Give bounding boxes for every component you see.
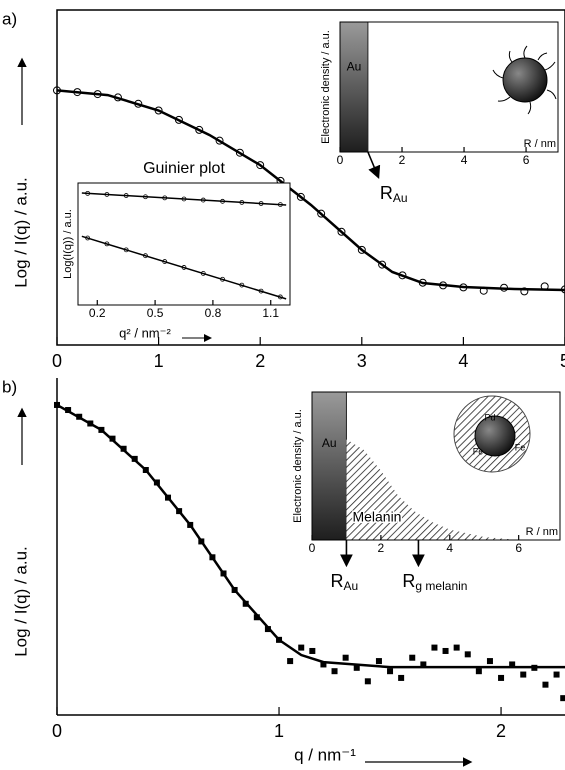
plot-frame [56, 9, 565, 346]
x-tick-label: 4 [458, 351, 468, 371]
data-point [409, 654, 416, 661]
plots: 0 1 2 3 4 5 a) Log / I(q) / a.u. 0.2 0.5 0.8 1.1 Gui… [2, 9, 565, 764]
radius-label: RAu [330, 571, 358, 593]
data-point [464, 651, 471, 658]
region-label: Au [322, 436, 337, 450]
plot-frame [311, 391, 561, 541]
fit-line [81, 235, 287, 300]
icon-label: Fe [515, 442, 526, 452]
density-area [311, 391, 347, 541]
data-point [364, 678, 371, 685]
x-tick-label: 6 [515, 541, 522, 555]
data-point [287, 658, 294, 665]
data-point [542, 681, 549, 688]
density-area [339, 21, 369, 153]
region-label: Au [347, 60, 362, 74]
region-label: Melanin [352, 509, 401, 525]
fit-line [56, 89, 565, 292]
radius-label-main: R [330, 571, 343, 591]
radius-label-sub: g melanin [415, 579, 467, 593]
x-tick-label: 2 [255, 351, 265, 371]
x-axis-label: q² / nm⁻² [119, 325, 171, 340]
data-point [309, 647, 316, 654]
x-axis-label: R / nm [524, 138, 556, 150]
data-point [560, 695, 565, 702]
x-tick-label: 1 [154, 351, 164, 371]
y-axis-label: Log / I(q) / a.u. [11, 177, 30, 288]
panel-label: b) [2, 377, 17, 396]
data-point [342, 654, 349, 661]
nanoparticle-icon [492, 45, 557, 115]
x-tick-label: 0.5 [147, 306, 164, 320]
data-point [475, 668, 482, 675]
x-tick-label: 0.2 [89, 306, 106, 320]
data-point [298, 644, 305, 651]
data-point [431, 644, 438, 651]
fit-line [56, 403, 565, 669]
data-point [387, 668, 394, 675]
x-tick-label: 0 [337, 153, 344, 167]
y-axis-label: Log / I(q) / a.u. [11, 546, 30, 657]
inset-title: Guinier plot [143, 160, 225, 177]
plot-frame [339, 21, 559, 153]
data-point [375, 658, 382, 665]
radius-label: RAu [380, 183, 408, 205]
x-tick-label: 0 [309, 541, 316, 555]
icon-label: Pd [484, 412, 495, 422]
panel-label: a) [2, 9, 17, 28]
y-axis-label: Electronic density / a.u. [320, 30, 332, 144]
x-tick-label: 1.1 [262, 306, 279, 320]
radius-label-sub: Au [393, 191, 408, 205]
x-tick-label: 0 [52, 351, 62, 371]
data-point [509, 661, 516, 668]
x-tick-label: 4 [446, 541, 453, 555]
data-point [420, 661, 427, 668]
radius-arrow [367, 151, 381, 179]
icon-label: Fe [473, 446, 484, 456]
x-tick-label: 1 [274, 721, 284, 741]
core-shell-icon [453, 395, 531, 473]
data-point [498, 674, 505, 681]
x-tick-label: 5 [560, 351, 565, 371]
radius-label-sub: Au [343, 579, 358, 593]
data-point [442, 647, 449, 654]
x-tick-label: 0.8 [205, 306, 222, 320]
x-tick-label: 2 [496, 721, 506, 741]
data-point [520, 671, 527, 678]
x-axis-label: q / nm⁻¹ [294, 745, 356, 764]
x-tick-label: 2 [378, 541, 385, 555]
data-point [331, 668, 338, 675]
radius-label: Rg melanin [402, 571, 467, 593]
data-point [553, 671, 560, 678]
fit-line [81, 192, 287, 206]
data-point [320, 661, 327, 668]
data-point [353, 664, 360, 671]
x-tick-label: 6 [523, 153, 530, 167]
y-axis-label: Log(I(q)) / a.u. [62, 209, 74, 279]
radius-label-main: R [402, 571, 415, 591]
x-tick-label: 2 [399, 153, 406, 167]
data-point [453, 644, 460, 651]
x-tick-label: 0 [52, 721, 62, 741]
x-axis-label: R / nm [526, 526, 558, 538]
data-point [398, 674, 405, 681]
y-axis-label: Electronic density / a.u. [292, 409, 304, 523]
data-point [486, 658, 493, 665]
x-tick-label: 3 [357, 351, 367, 371]
data-point [253, 614, 260, 621]
plot-frame [77, 182, 291, 306]
radius-label-main: R [380, 183, 393, 203]
x-tick-label: 4 [461, 153, 468, 167]
density-area [346, 439, 519, 540]
